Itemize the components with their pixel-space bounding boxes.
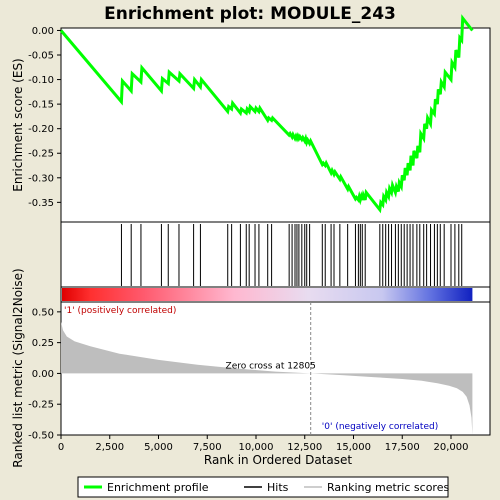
positive-label: '1' (positively correlated) <box>64 306 176 316</box>
x-tick-label: 17,500 <box>385 442 420 453</box>
metric-y-tick-label: 0.00 <box>32 369 54 380</box>
es-y-tick-label: 0.00 <box>32 26 54 37</box>
legend-label: Ranking metric scores <box>327 481 449 494</box>
x-axis: 0 2,500 5,000 7,500 10,000 12,500 15,000 17,500… <box>58 435 469 453</box>
chart-title: Enrichment plot: MODULE_243 <box>104 4 396 24</box>
legend-label: Enrichment profile <box>107 481 209 494</box>
enrichment-profile-line <box>59 14 474 214</box>
es-y-label: Enrichment score (ES) <box>11 58 25 191</box>
x-tick-label: 0 <box>58 442 64 453</box>
es-y-tick-label: -0.25 <box>28 149 54 160</box>
es-panel <box>60 27 491 223</box>
negative-label: '0' (negatively correlated) <box>322 422 438 432</box>
legend: Enrichment profile Hits Ranking metric sco… <box>84 481 449 494</box>
x-tick-label: 5,000 <box>144 442 173 453</box>
legend-box <box>77 476 449 498</box>
x-tick-label: 20,000 <box>434 442 469 453</box>
metric-y-tick-label: -0.50 <box>28 431 54 442</box>
metric-y-axis: 0.50 0.25 0.00 -0.25 -0.50 <box>28 307 61 442</box>
x-axis-label: Rank in Ordered Dataset <box>204 453 352 467</box>
es-y-tick-label: -0.35 <box>28 198 54 209</box>
es-y-tick-label: -0.15 <box>28 100 54 111</box>
metric-y-tick-label: 0.25 <box>32 338 54 349</box>
x-tick-label: 7,500 <box>193 442 222 453</box>
es-y-tick-label: -0.10 <box>28 75 54 86</box>
metric-y-tick-label: -0.25 <box>28 400 54 411</box>
x-tick-label: 15,000 <box>336 442 371 453</box>
es-y-tick-label: -0.20 <box>28 124 54 135</box>
x-tick-label: 2,500 <box>95 442 124 453</box>
metric-y-label: Ranked list metric (Signal2Noise) <box>11 268 25 467</box>
hits-panel <box>60 221 491 288</box>
metric-y-tick-label: 0.50 <box>32 307 54 318</box>
es-y-axis: 0.00 -0.05 -0.10 -0.15 -0.20 -0.25 -0.30 -0.35 <box>28 26 61 209</box>
es-y-tick-label: -0.05 <box>28 51 54 62</box>
x-tick-label: 10,000 <box>239 442 274 453</box>
es-y-tick-label: -0.30 <box>28 173 54 184</box>
legend-label: Hits <box>267 481 289 494</box>
rank-colorbar <box>62 288 473 301</box>
zero-cross-label: Zero cross at 12805 <box>226 361 316 371</box>
hits-marks <box>120 224 463 286</box>
x-tick-label: 12,500 <box>287 442 322 453</box>
